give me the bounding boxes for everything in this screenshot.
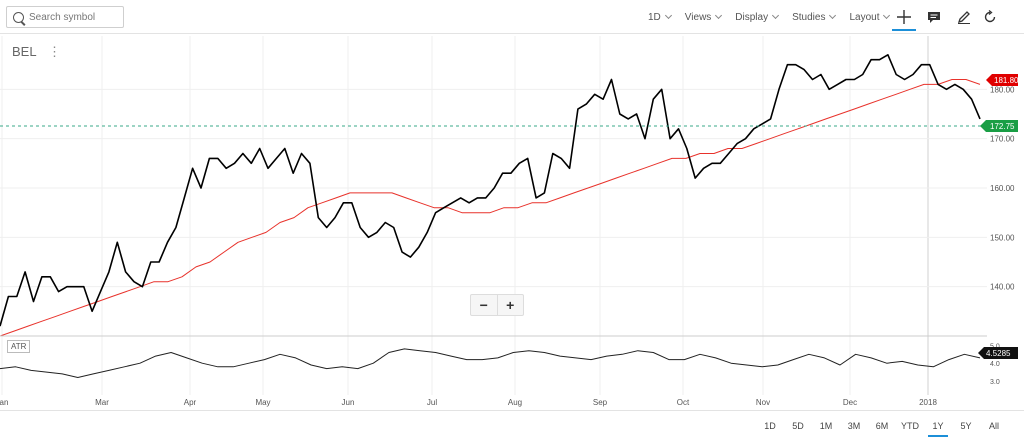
display-menu-label: Display bbox=[735, 11, 769, 23]
atr-axis: 3.0 4.0 5.0 bbox=[990, 343, 1000, 386]
comment-icon bbox=[928, 12, 940, 23]
reset-icon bbox=[984, 9, 996, 23]
display-menu[interactable]: Display bbox=[735, 11, 780, 23]
range-button-6m[interactable]: 6M bbox=[875, 421, 889, 431]
search-box[interactable] bbox=[6, 6, 124, 28]
atr-polyline bbox=[0, 348, 981, 378]
views-menu[interactable]: Views bbox=[684, 11, 723, 23]
range-button-1d[interactable]: 1D bbox=[764, 421, 776, 431]
range-button-1y[interactable]: 1Y bbox=[924, 421, 952, 437]
studies-menu[interactable]: Studies bbox=[792, 11, 837, 23]
atr-tag-text: 4.5285 bbox=[986, 349, 1011, 358]
range-button-all[interactable]: All bbox=[988, 421, 999, 431]
x-tick-label: Oct bbox=[677, 398, 690, 407]
toolbar-menus: 1D Views Display Studies Layout bbox=[648, 0, 903, 34]
ma-tag-text: 181.80 bbox=[994, 76, 1019, 85]
grid bbox=[0, 36, 987, 395]
zoom-separator bbox=[496, 295, 498, 315]
layout-menu[interactable]: Layout bbox=[849, 11, 891, 23]
y-tick-label: 160.00 bbox=[990, 184, 1015, 193]
y-tick-label: 150.00 bbox=[990, 233, 1015, 242]
last-price-tag: 172.75 bbox=[980, 120, 1018, 132]
y-tick-label: 140.00 bbox=[990, 283, 1015, 292]
x-tick-label: Sep bbox=[593, 398, 608, 407]
x-tick-label: Jul bbox=[427, 398, 437, 407]
top-toolbar: 1D Views Display Studies Layout bbox=[0, 0, 1024, 34]
search-input[interactable] bbox=[29, 9, 121, 25]
zoom-out-button[interactable]: − bbox=[479, 297, 488, 313]
atr-indicator-label[interactable]: ATR bbox=[7, 340, 31, 353]
x-tick-label: Nov bbox=[756, 398, 770, 407]
atr-line bbox=[0, 348, 981, 378]
y-axis: 140.00 150.00 160.00 170.00 180.00 bbox=[990, 85, 1015, 291]
x-tick-label: Apr bbox=[184, 398, 197, 407]
range-selector: 1D 5D 1M 3M 6M YTD 1Y 5Y All bbox=[756, 416, 1008, 437]
x-tick-label: Aug bbox=[508, 398, 522, 407]
ma-polyline bbox=[0, 79, 981, 337]
comment-button[interactable] bbox=[922, 5, 946, 29]
zoom-in-button[interactable]: + bbox=[506, 297, 515, 313]
atr-tag-shape bbox=[978, 347, 1018, 359]
views-menu-label: Views bbox=[684, 11, 712, 23]
x-tick-label: May bbox=[255, 398, 270, 407]
price-chart[interactable]: 140.00 150.00 160.00 170.00 180.00 181.80 17… bbox=[0, 0, 1024, 410]
x-tick-label: Jun bbox=[342, 398, 355, 407]
price-line bbox=[0, 53, 981, 327]
ma-price-tag: 181.80 bbox=[986, 74, 1019, 86]
symbol-name[interactable]: BEL bbox=[12, 44, 37, 59]
symbol-options-icon[interactable]: ⋮ bbox=[48, 44, 61, 59]
interval-menu-label: 1D bbox=[648, 11, 661, 23]
x-axis: Jan Mar Apr May Jun Jul Aug Sep Oct Nov Dec 2018 bbox=[0, 398, 937, 407]
range-button-5y[interactable]: 5Y bbox=[960, 421, 972, 431]
search-icon bbox=[13, 12, 24, 23]
crosshair-button[interactable] bbox=[892, 5, 916, 31]
range-button-1m[interactable]: 1M bbox=[819, 421, 833, 431]
layout-menu-label: Layout bbox=[849, 11, 880, 23]
range-button-5d[interactable]: 5D bbox=[792, 421, 804, 431]
range-button-ytd[interactable]: YTD bbox=[901, 421, 919, 431]
draw-button[interactable] bbox=[952, 5, 976, 29]
x-tick-label: 2018 bbox=[919, 398, 937, 407]
bottom-divider bbox=[0, 410, 1024, 411]
atr-tick-label: 3.0 bbox=[990, 379, 1000, 386]
last-tag-shape bbox=[980, 120, 1018, 132]
moving-average-line bbox=[0, 79, 981, 337]
x-tick-label: Jan bbox=[0, 398, 8, 407]
pencil-icon bbox=[957, 11, 970, 24]
range-button-3m[interactable]: 3M bbox=[847, 421, 861, 431]
x-tick-label: Mar bbox=[95, 398, 109, 407]
x-tick-label: Dec bbox=[843, 398, 857, 407]
price-polyline bbox=[0, 53, 981, 327]
atr-tick-label: 5.0 bbox=[990, 343, 1000, 350]
crosshair-icon bbox=[897, 10, 911, 24]
ma-tag-shape bbox=[986, 74, 1018, 86]
interval-menu[interactable]: 1D bbox=[648, 11, 672, 23]
last-tag-text: 172.75 bbox=[990, 122, 1015, 131]
atr-value-tag: 4.5285 bbox=[978, 347, 1018, 359]
zoom-control: − + bbox=[470, 294, 524, 316]
atr-tick-label: 4.0 bbox=[990, 361, 1000, 368]
studies-menu-label: Studies bbox=[792, 11, 826, 23]
y-tick-label: 170.00 bbox=[990, 135, 1015, 144]
y-tick-label: 180.00 bbox=[990, 85, 1015, 94]
reset-button[interactable] bbox=[978, 5, 1002, 29]
